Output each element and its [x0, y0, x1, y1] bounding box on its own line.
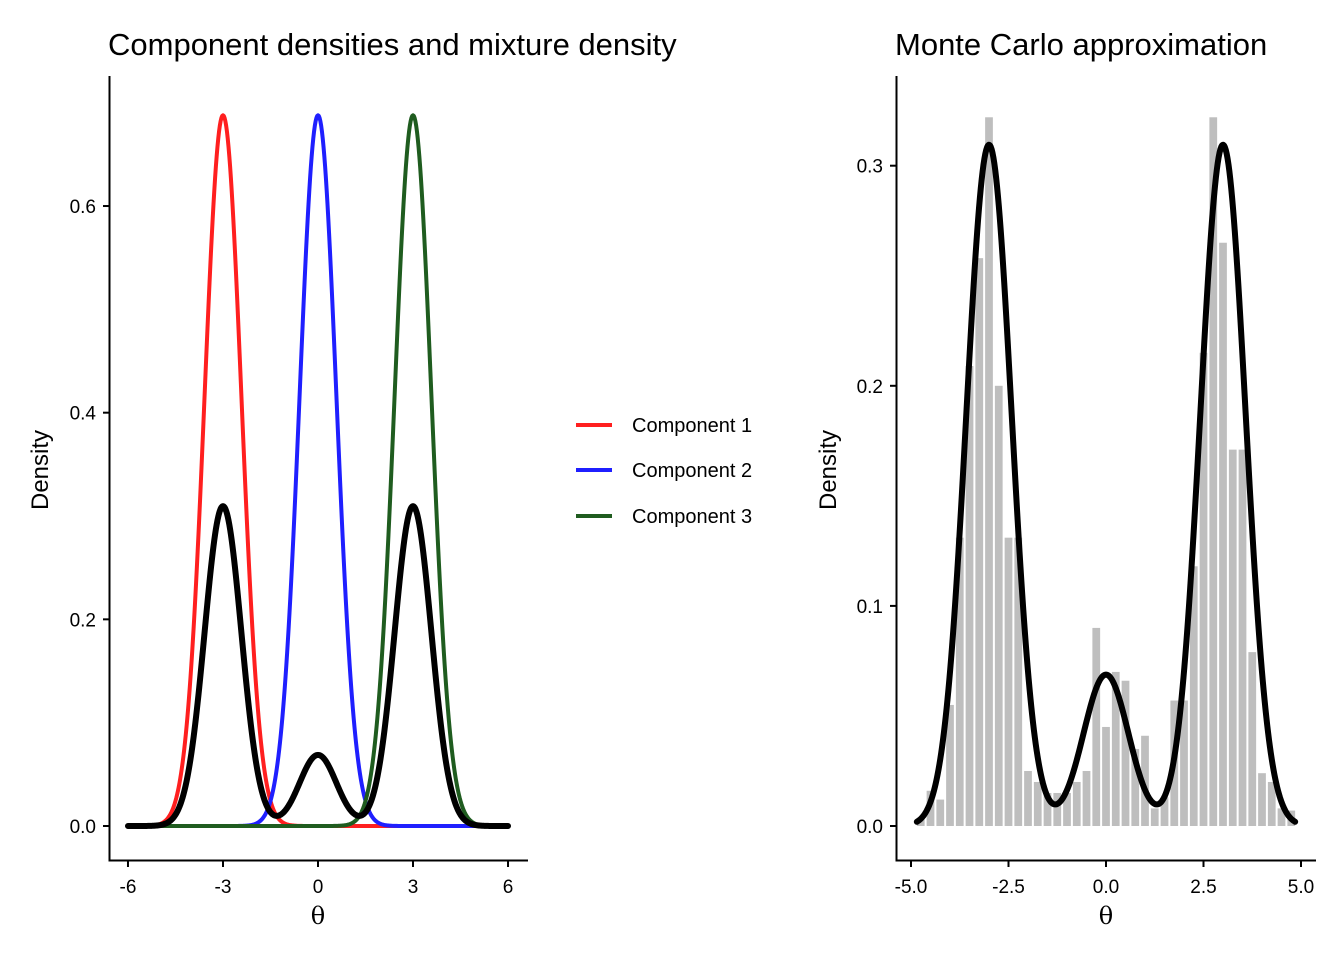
histogram-bar [1238, 449, 1247, 826]
left-y-tick-label: 0.0 [70, 817, 96, 838]
line-component-2 [125, 113, 511, 828]
right-y-tick-label: 0.1 [857, 597, 883, 618]
right-y-tick-label: 0.2 [857, 377, 883, 398]
histogram-bar [1004, 537, 1013, 826]
left-y-tick-label: 0.4 [70, 404, 97, 425]
right-y-tick-label: 0.3 [857, 157, 883, 178]
histogram-bar [1141, 735, 1149, 826]
left-x-axis-title: θ [311, 902, 325, 930]
histogram-bar [1053, 792, 1062, 826]
histogram-bar [1160, 797, 1169, 826]
right-x-tick-label: 5.0 [1288, 877, 1314, 898]
left-y-tick-label: 0.2 [70, 610, 96, 631]
histogram-bar [1033, 781, 1042, 826]
left-y-axis-title: Density [27, 430, 54, 510]
histogram-bar [1063, 792, 1071, 826]
left-y-tick-label: 0.6 [70, 197, 96, 218]
line-component-3 [125, 113, 511, 828]
right-x-tick-label: 2.5 [1190, 877, 1216, 898]
right-y-axis-title: Density [815, 430, 842, 510]
histogram-bar [955, 537, 964, 826]
histogram-bar [1150, 808, 1159, 826]
histogram-bar [1092, 627, 1101, 826]
histogram-bar [1024, 770, 1032, 826]
histogram-bar [985, 117, 993, 826]
right-plot-lines [913, 141, 1299, 825]
right-x-tick-label: -5.0 [895, 877, 928, 898]
histogram-bar [975, 258, 984, 826]
histogram-bar [1131, 748, 1140, 826]
left-x-tick-label: 0 [313, 877, 324, 898]
histogram-bar [1072, 781, 1081, 826]
histogram-bar [1199, 352, 1208, 826]
left-chart-title: Component densities and mixture density [108, 27, 677, 62]
histogram-bar [965, 365, 974, 826]
histogram-bar [1248, 652, 1257, 826]
right-x-tick-label: -2.5 [992, 877, 1025, 898]
histogram-bar [1277, 808, 1286, 826]
legend-label-component-3: Component 3 [632, 506, 752, 528]
right-x-tick-label: 0.0 [1093, 877, 1119, 898]
histogram-bar [1267, 781, 1276, 826]
right-y-tick-label: 0.0 [857, 817, 883, 838]
line-mixture [124, 503, 512, 829]
histogram-bar [1102, 726, 1110, 826]
histogram-bar [946, 704, 954, 826]
right-line-mixture [913, 141, 1299, 825]
histogram-bar [936, 799, 945, 826]
histogram-bar [1209, 117, 1218, 826]
histogram-bar [1082, 770, 1091, 826]
left-axis-ticks: 0.0 0.2 0.4 0.6 -6 -3 0 3 6 [70, 197, 514, 898]
line-component-1 [125, 113, 511, 828]
histogram-bar [1121, 680, 1130, 826]
histogram-bar [1111, 671, 1120, 826]
histogram-bar [1219, 242, 1227, 827]
left-x-tick-label: -6 [120, 877, 137, 898]
right-axis-ticks: 0.0 0.1 0.2 0.3 -5.0 -2.5 0.0 2.5 5.0 [857, 157, 1315, 898]
histogram-bar [1189, 566, 1198, 826]
histogram-bar [1043, 792, 1052, 826]
histogram-bar [1258, 773, 1266, 826]
legend-label-component-2: Component 2 [632, 460, 752, 482]
legend: Component 1 Component 2 Component 3 [576, 415, 752, 528]
histogram-bar [1014, 537, 1023, 826]
right-chart-title: Monte Carlo approximation [895, 27, 1267, 62]
histogram-bars [916, 117, 1296, 827]
left-x-tick-label: -3 [215, 877, 232, 898]
histogram-bar [1228, 449, 1237, 826]
right-x-axis-title: θ [1099, 902, 1113, 930]
left-x-tick-label: 3 [408, 877, 419, 898]
left-plot-lines [124, 113, 512, 829]
legend-label-component-1: Component 1 [632, 415, 752, 437]
left-x-tick-label: 6 [503, 877, 514, 898]
histogram-bar [994, 385, 1003, 826]
histogram-bar [1180, 700, 1188, 826]
